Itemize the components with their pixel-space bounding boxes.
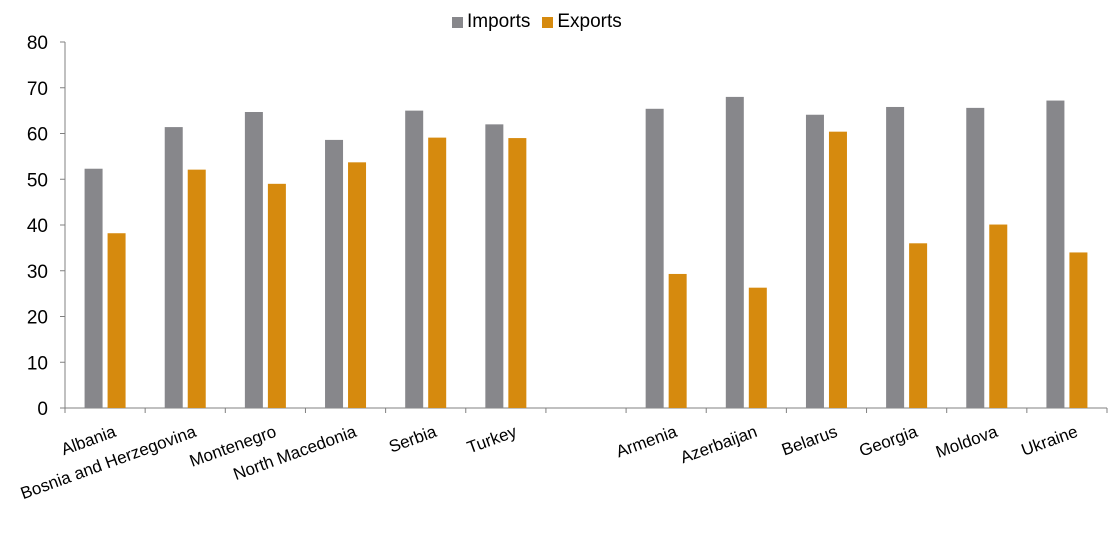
bar-exports-georgia [909,243,928,408]
x-tick-label: Turkey [464,422,519,458]
legend: Imports Exports [452,11,634,33]
x-tick-label: Belarus [779,422,840,460]
bar-imports-armenia [645,108,664,409]
bar-imports-bosnia-and-herzegovina [164,127,183,408]
y-tick-label: 60 [27,125,48,146]
bar-exports-turkey [508,138,527,408]
bar-exports-north-macedonia [348,162,367,408]
y-tick-label: 70 [27,79,48,100]
bar-exports-belarus [828,131,847,409]
bar-exports-serbia [428,137,447,408]
bar-exports-armenia [668,273,687,408]
y-tick-label: 0 [37,399,48,420]
bar-imports-moldova [966,107,985,408]
bar-imports-albania [84,168,103,408]
bar-imports-turkey [485,124,504,408]
bar-imports-ukraine [1046,100,1065,408]
y-tick-label: 10 [27,353,48,374]
bar-exports-ukraine [1069,252,1088,408]
bar-imports-georgia [886,106,905,408]
y-tick-label: 20 [27,308,48,329]
bar-imports-azerbaijan [725,96,744,409]
legend-label-exports: Exports [557,11,622,32]
y-tick-label: 50 [27,170,48,191]
y-axis: 0 10 20 30 40 50 60 70 80 [27,33,66,420]
x-tick-label: Ukraine [1019,422,1081,460]
legend-item-imports: Imports [452,11,530,33]
y-tick-label: 30 [27,262,48,283]
bar-exports-montenegro [267,183,286,408]
y-tick-label: 40 [27,216,48,237]
bars [84,96,1088,409]
x-tick-label: Serbia [386,422,439,457]
bar-imports-montenegro [244,111,263,408]
legend-swatch-exports [542,16,554,28]
bar-imports-serbia [405,110,424,408]
x-tick-label: Moldova [933,422,1000,462]
bar-imports-north-macedonia [325,139,344,408]
bar-exports-bosnia-and-herzegovina [187,169,206,408]
bar-exports-azerbaijan [748,287,767,408]
x-tick-label: Azerbaijan [678,422,760,467]
bar-exports-albania [107,233,126,408]
legend-label-imports: Imports [467,11,531,32]
x-tick-label: Armenia [614,422,680,462]
x-tick-label: Georgia [857,422,921,461]
x-axis [64,407,1108,413]
bar-exports-moldova [989,224,1008,408]
legend-swatch-imports [452,16,463,28]
legend-item-exports: Exports [542,11,622,33]
bar-imports-belarus [805,114,824,409]
y-tick-label: 80 [27,33,48,54]
